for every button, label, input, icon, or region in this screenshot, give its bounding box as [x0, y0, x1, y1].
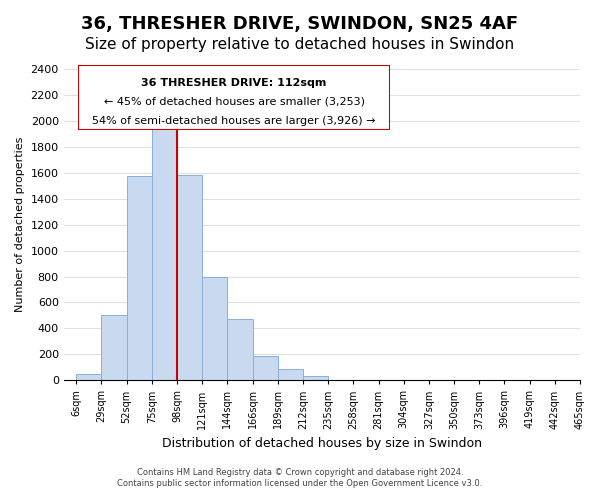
- Bar: [152, 128, 177, 380]
- Bar: [177, 174, 202, 380]
- Text: 54% of semi-detached houses are larger (3,926) →: 54% of semi-detached houses are larger (…: [92, 116, 376, 126]
- Bar: [127, 176, 152, 380]
- Y-axis label: Number of detached properties: Number of detached properties: [15, 137, 25, 312]
- Text: 36, THRESHER DRIVE, SWINDON, SN25 4AF: 36, THRESHER DRIVE, SWINDON, SN25 4AF: [82, 15, 518, 33]
- FancyBboxPatch shape: [78, 65, 390, 130]
- Bar: [303, 376, 328, 380]
- Bar: [227, 318, 253, 380]
- Text: Contains HM Land Registry data © Crown copyright and database right 2024.
Contai: Contains HM Land Registry data © Crown c…: [118, 468, 482, 487]
- Bar: [202, 276, 227, 380]
- Bar: [278, 368, 303, 380]
- Bar: [101, 316, 127, 380]
- Text: 36 THRESHER DRIVE: 112sqm: 36 THRESHER DRIVE: 112sqm: [142, 78, 326, 88]
- X-axis label: Distribution of detached houses by size in Swindon: Distribution of detached houses by size …: [162, 437, 482, 450]
- Bar: [253, 356, 278, 380]
- Bar: [76, 374, 101, 380]
- Text: Size of property relative to detached houses in Swindon: Size of property relative to detached ho…: [85, 38, 515, 52]
- Text: ← 45% of detached houses are smaller (3,253): ← 45% of detached houses are smaller (3,…: [104, 96, 365, 106]
